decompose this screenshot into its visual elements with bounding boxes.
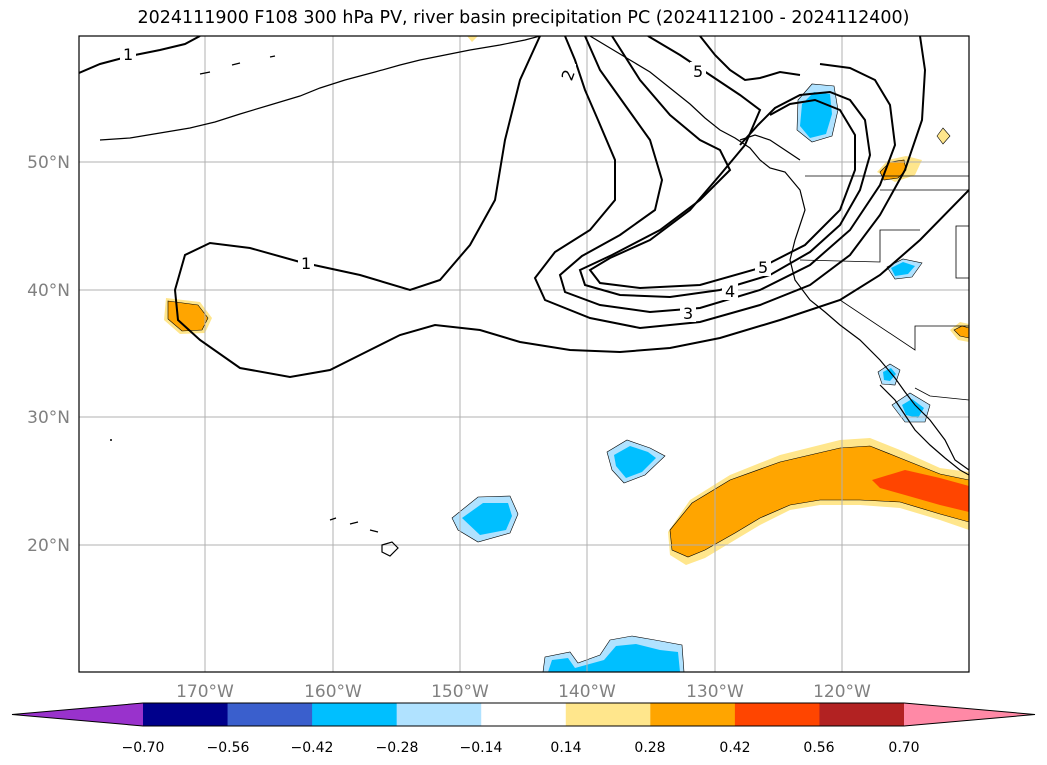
lat-label: 20°N <box>27 536 70 556</box>
contour-label: 5 <box>693 62 703 81</box>
contour-labels: 1 2 5 1 5 4 3 <box>120 44 771 323</box>
colorbar-swatch <box>312 703 398 726</box>
colorbar-swatch <box>565 703 651 726</box>
colorbar-tick-label: 0.70 <box>888 740 919 756</box>
colorbar-swatches <box>11 702 1036 727</box>
colorbar-tick-label: 0.56 <box>803 740 834 756</box>
pv-contour-1 <box>79 36 201 74</box>
colorbar-tick-label: −0.70 <box>122 740 165 756</box>
contour-label: 3 <box>683 304 693 323</box>
colorbar-swatch <box>481 703 567 726</box>
colorbar-outline <box>11 702 1036 727</box>
colorbar-swatch <box>143 703 229 726</box>
lat-label: 50°N <box>27 153 70 173</box>
colorbar-tick-label: −0.56 <box>207 740 250 756</box>
pv-contours <box>79 36 969 379</box>
island-dot <box>110 439 112 441</box>
colorbar-tick-label: 0.14 <box>550 740 581 756</box>
lon-label: 120°W <box>813 682 871 702</box>
longitude-labels: 170°W 160°W 150°W 140°W 130°W 120°W <box>176 682 871 702</box>
contour-label: 5 <box>758 258 768 277</box>
graticule <box>79 36 969 672</box>
latitude-labels: 50°N 40°N 30°N 20°N <box>27 153 70 556</box>
map-frame <box>78 35 970 673</box>
colorbar-tick-label: −0.42 <box>291 740 334 756</box>
colorbar-swatch <box>227 703 313 726</box>
colorbar-swatch <box>819 703 905 726</box>
lon-label: 140°W <box>558 682 616 702</box>
lon-label: 170°W <box>176 682 234 702</box>
colorbar-ticks: −0.70 −0.56 −0.42 −0.28 −0.14 0.14 0.28 … <box>122 740 920 756</box>
lat-label: 40°N <box>27 281 70 301</box>
colorbar-swatch <box>396 703 482 726</box>
lon-label: 150°W <box>431 682 489 702</box>
colorbar-extension-low <box>12 703 143 726</box>
colorbar-tick-label: 0.42 <box>719 740 750 756</box>
colorbar-swatch <box>734 703 820 726</box>
colorbar-extension-high <box>904 703 1035 726</box>
colorbar-tick-label: 0.28 <box>634 740 665 756</box>
lon-label: 130°W <box>686 682 744 702</box>
coastlines <box>99 36 969 557</box>
contour-label: 1 <box>301 254 311 273</box>
borders <box>799 175 969 401</box>
colorbar-tick-label: −0.28 <box>376 740 419 756</box>
contour-label: 1 <box>123 45 133 64</box>
map-plot-area <box>79 36 969 672</box>
lat-label: 30°N <box>27 408 70 428</box>
colorbar-tick-label: −0.14 <box>460 740 503 756</box>
lon-label: 160°W <box>304 682 362 702</box>
precip-shading <box>164 36 969 672</box>
contour-label: 4 <box>725 282 735 301</box>
colorbar: −0.70 −0.56 −0.42 −0.28 −0.14 0.14 0.28 … <box>11 702 1036 756</box>
map-title: 2024111900 F108 300 hPa PV, river basin … <box>137 8 910 28</box>
colorbar-swatch <box>650 703 736 726</box>
